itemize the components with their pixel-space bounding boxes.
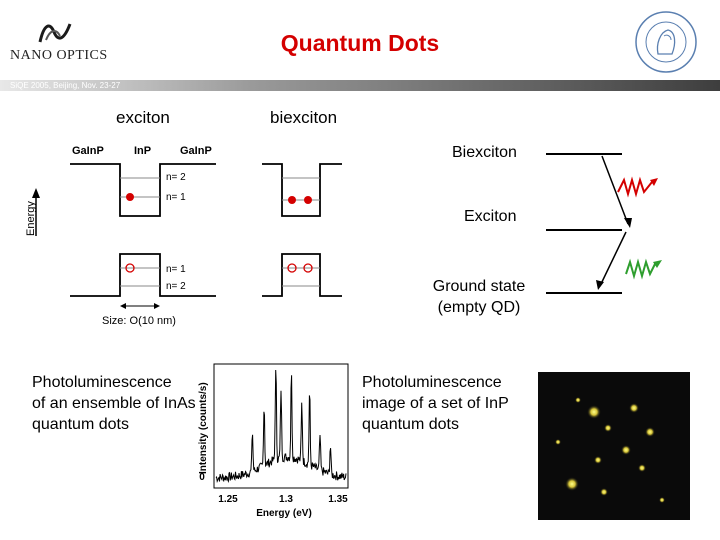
hole-icon: [125, 263, 135, 273]
electron-2-icon: [304, 196, 312, 204]
size-arrow-right-icon: [154, 303, 160, 309]
x-tick-label-1: 1.25: [218, 494, 238, 505]
biexciton-label: biexciton: [270, 108, 338, 127]
photon-red-icon: [617, 176, 653, 198]
y-axis-label: Intensity (counts/s): [198, 382, 209, 474]
university-seal-icon: [635, 11, 697, 73]
size-label: Size: O(10 nm): [102, 315, 176, 327]
quantum-dot: [645, 427, 655, 437]
y-tick-label-0: 0: [199, 472, 205, 483]
university-seal: [634, 10, 698, 74]
quantum-dot: [621, 445, 631, 455]
right-caption-line1: Photoluminescence: [362, 374, 502, 391]
material-center-label: InP: [134, 145, 151, 157]
right-caption-line3: quantum dots: [362, 416, 459, 433]
level-n1-top-label: n= 1: [166, 192, 186, 203]
left-caption-line2: of an ensemble of InAs: [32, 395, 196, 412]
left-caption-line1: Photoluminescence: [32, 374, 172, 391]
quantum-dots-photo: [555, 397, 665, 503]
ground-state-line1: Ground state: [432, 278, 526, 295]
biexciton-transition-arrow: [601, 155, 629, 225]
quantum-dot: [565, 477, 579, 491]
level-n2-top-label: n= 2: [166, 172, 186, 183]
ground-state-label: Ground state (empty QD): [422, 276, 536, 318]
hole-2-icon: [303, 263, 313, 273]
photon-green-icon: [625, 258, 657, 280]
quantum-dot: [555, 439, 561, 445]
level-n1-bottom-label: n= 1: [166, 264, 186, 275]
energy-axis-label: Energy: [25, 201, 37, 236]
hole-1-icon: [287, 263, 297, 273]
logo: [36, 18, 76, 46]
quantum-dot: [587, 405, 601, 419]
left-caption: Photoluminescence of an ensemble of InAs…: [32, 372, 196, 435]
biexciton-transition-arrowhead-icon: [624, 218, 632, 228]
quantum-dot: [604, 424, 612, 432]
right-caption: Photoluminescence image of a set of InP …: [362, 372, 509, 435]
logo-text: NANO OPTICS: [10, 48, 108, 63]
biexciton-conduction-well: [262, 163, 342, 217]
electron-1-icon: [288, 196, 296, 204]
quantum-dot: [638, 464, 646, 472]
quantum-dot: [594, 456, 602, 464]
exciton-conduction-well: [70, 163, 216, 217]
exciton-transition-arrowhead-icon: [596, 280, 604, 290]
ground-state-line2: (empty QD): [437, 299, 521, 316]
quantum-dots-image: [538, 372, 690, 520]
x-axis-label: Energy (eV): [256, 508, 312, 519]
size-arrow-left-icon: [120, 303, 126, 309]
biexciton-valence-well: [262, 253, 342, 297]
level-n2-bottom-label: n= 2: [166, 281, 186, 292]
conference-info: SiQE 2005, Beijing, Nov. 23-27: [10, 81, 121, 90]
photon-red-arrowhead-icon: [650, 178, 658, 186]
left-caption-line3: quantum dots: [32, 416, 129, 433]
exciton-label: exciton: [116, 108, 170, 127]
exciton-transition-arrow: [599, 231, 627, 287]
header-bar: [0, 80, 720, 91]
page-title: Quantum Dots: [280, 30, 440, 56]
quantum-dot: [575, 397, 581, 403]
plot-frame: [213, 363, 349, 489]
quantum-dot: [600, 488, 608, 496]
photon-green-arrowhead-icon: [653, 260, 662, 268]
level-scheme: [546, 153, 662, 294]
quantum-dot: [629, 403, 639, 413]
material-left-label: GaInP: [72, 145, 104, 157]
pl-spectrum-line: [215, 369, 347, 484]
band-diagram: Energy GaInP InP GaInP n= 2 n= 1 n= 1 n=…: [25, 145, 342, 327]
biexciton-level-label: Biexciton: [452, 144, 517, 161]
x-tick-label-3: 1.35: [328, 494, 348, 505]
quantum-dot: [659, 497, 665, 503]
nano-optics-logo-icon: [38, 23, 72, 43]
pl-spectrum-chart: 0 1.25 1.3 1.35 Energy (eV) Intensity (c…: [198, 363, 349, 519]
exciton-valence-well: [70, 253, 216, 297]
exciton-level-label: Exciton: [464, 208, 517, 225]
energy-axis-arrow-icon: [32, 188, 40, 198]
electron-icon: [126, 193, 134, 201]
right-caption-line2: image of a set of InP: [362, 395, 509, 412]
x-tick-label-2: 1.3: [279, 494, 293, 505]
material-right-label: GaInP: [180, 145, 212, 157]
